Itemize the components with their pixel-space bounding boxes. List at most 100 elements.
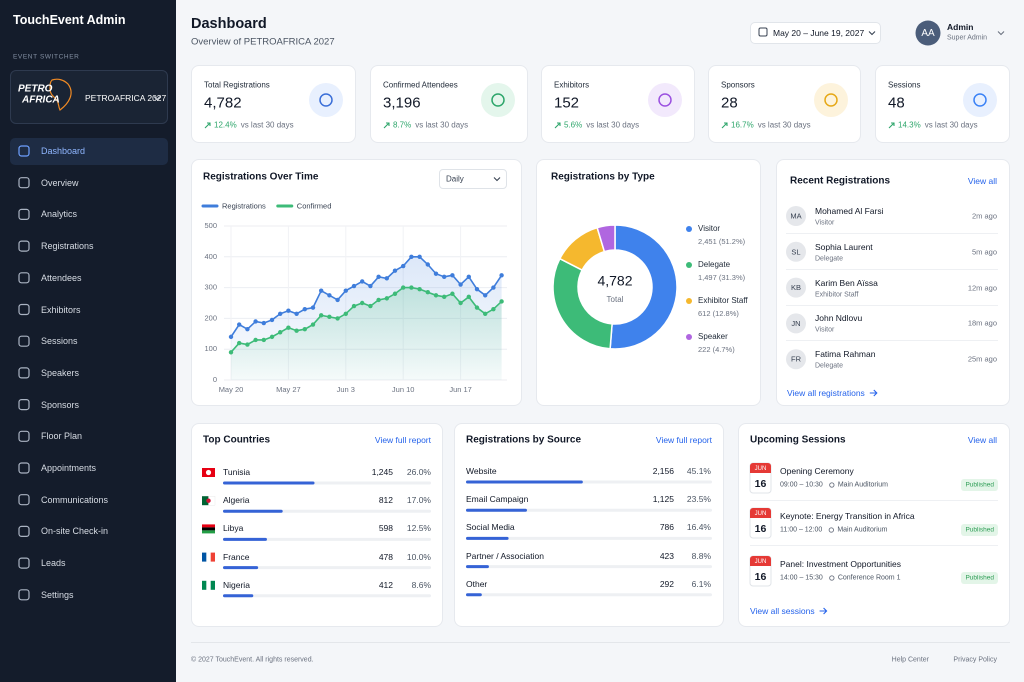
kpi-change: 12.4%	[214, 120, 237, 129]
nav-item[interactable]: Exhibitors	[41, 304, 81, 315]
row-name: Libya	[223, 523, 244, 534]
kpi-change: 16.7%	[731, 120, 754, 129]
status-badge: Published	[965, 574, 994, 582]
chart-title: Registrations by Type	[551, 171, 655, 183]
row-share: 8.8%	[691, 550, 711, 561]
card-title: Top Countries	[203, 434, 271, 446]
person-name: Mohamed Al Farsi	[815, 206, 884, 216]
date-picker[interactable]	[750, 22, 881, 44]
legend-label: Registrations	[222, 201, 266, 211]
divider	[786, 304, 998, 306]
card-title: Upcoming Sessions	[750, 434, 846, 446]
person-type: Visitor	[815, 219, 835, 227]
row-share: 17.0%	[406, 495, 431, 506]
kpi-card	[370, 65, 528, 143]
person-type: Delegate	[815, 255, 844, 263]
row-name: Email Campaign	[466, 494, 529, 505]
divider	[786, 268, 998, 270]
divider	[786, 233, 998, 234]
row-name: Website	[466, 466, 497, 476]
session-venue: Main Auditorium	[837, 526, 888, 534]
kpi-label: Sessions	[888, 80, 921, 90]
person-name: Sophia Laurent	[815, 241, 873, 252]
time-ago: 5m ago	[971, 247, 997, 257]
kpi-value: 28	[721, 94, 738, 112]
nav-item[interactable]: Sessions	[41, 336, 78, 347]
session-time: 11:00 – 12:00	[780, 526, 823, 534]
person-type: Exhibitor Staff	[815, 291, 859, 299]
nav-item[interactable]: Communications	[41, 494, 109, 505]
kpi-note: vs last 30 days	[757, 120, 811, 129]
nav-item[interactable]: Sponsors	[41, 399, 80, 410]
time-ago: 12m ago	[967, 283, 997, 293]
row-share: 23.5%	[686, 494, 711, 505]
kpi-label: Sponsors	[721, 80, 755, 90]
row-name: Nigeria	[223, 579, 250, 590]
period-select[interactable]	[439, 169, 507, 189]
row-value: 412	[378, 579, 393, 590]
kpi-label: Exhibitors	[554, 80, 590, 90]
footer-link[interactable]: Help Center	[891, 656, 929, 664]
brand: TouchEvent Admin	[13, 13, 126, 27]
event-switcher[interactable]	[10, 70, 168, 124]
kpi-value: 3,196	[383, 94, 421, 112]
card-footer-link[interactable]: View all registrations	[787, 388, 865, 398]
footer-link[interactable]: Privacy Policy	[953, 656, 997, 664]
person-name: Karim Ben Aïssa	[815, 277, 878, 288]
nav-item[interactable]: Speakers	[41, 367, 80, 378]
status-bg	[961, 524, 998, 536]
kpi-note: vs last 30 days	[240, 120, 294, 129]
person-type: Visitor	[815, 326, 835, 334]
nav-item[interactable]: Overview	[41, 177, 79, 188]
nav-item[interactable]: Dashboard	[41, 146, 86, 156]
card-link[interactable]: View full report	[374, 435, 431, 445]
status-bg	[961, 479, 998, 491]
session-venue: Main Auditorium	[837, 481, 889, 489]
page-subtitle: Overview of PETROAFRICA 2027	[191, 36, 335, 48]
status-badge: Published	[965, 481, 994, 489]
nav-item[interactable]: Analytics	[41, 209, 78, 220]
row-name: Tunisia	[223, 467, 251, 477]
person-name: Fatima Rahman	[815, 349, 876, 360]
session-venue: Conference Room 1	[837, 574, 901, 582]
nav-item[interactable]: Attendees	[41, 272, 82, 283]
card-title: Registrations by Source	[466, 434, 582, 446]
recent-card	[776, 159, 1010, 406]
card-link[interactable]: View full report	[655, 435, 712, 445]
row-value: 1,245	[371, 467, 393, 477]
divider	[750, 500, 998, 501]
row-name: Other	[466, 578, 488, 589]
time-ago: 25m ago	[967, 354, 997, 364]
session-title: Panel: Investment Opportunities	[780, 559, 901, 569]
nav-item[interactable]: On-site Check-in	[41, 526, 109, 537]
session-title: Keynote: Energy Transition in Africa	[780, 511, 915, 521]
kpi-value: 4,782	[204, 94, 242, 112]
nav-item[interactable]: Floor Plan	[41, 431, 83, 442]
footer-rule	[191, 642, 1010, 643]
event-logo-top: PETRO	[18, 83, 53, 95]
date-range: May 20 – June 19, 2027	[773, 28, 865, 38]
row-name: Social Media	[466, 522, 515, 533]
nav-item[interactable]: Leads	[41, 558, 66, 569]
nav-item[interactable]: Settings	[41, 589, 74, 600]
person-type: Delegate	[815, 362, 844, 370]
kpi-note: vs last 30 days	[924, 120, 978, 129]
kpi-change: 8.7%	[393, 120, 412, 129]
kpi-label: Confirmed Attendees	[383, 80, 458, 90]
row-value: 598	[378, 523, 393, 534]
card-link[interactable]: View all	[967, 435, 997, 445]
card-link[interactable]: View all	[967, 176, 997, 186]
card-footer-link[interactable]: View all sessions	[750, 606, 815, 616]
legend-label: Confirmed	[296, 201, 332, 211]
card-title: Recent Registrations	[790, 175, 891, 187]
period-value: Daily	[446, 174, 464, 184]
event-name: PETROAFRICA 2027	[85, 93, 167, 103]
sources-card	[454, 423, 724, 627]
nav-item[interactable]: Appointments	[41, 463, 97, 473]
row-name: France	[223, 551, 250, 562]
row-share: 45.1%	[686, 466, 711, 476]
session-time: 14:00 – 15:30	[780, 574, 823, 582]
time-ago: 18m ago	[967, 318, 997, 328]
nav-item[interactable]: Registrations	[41, 241, 94, 252]
